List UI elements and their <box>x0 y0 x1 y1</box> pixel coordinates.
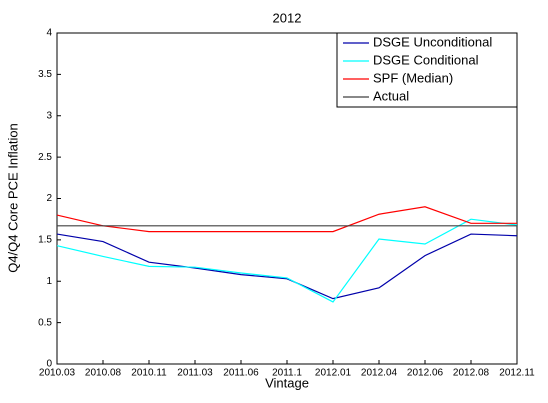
x-tick-label: 2010.11 <box>131 368 167 379</box>
y-tick-label: 0.5 <box>38 317 52 328</box>
series-line <box>56 233 518 300</box>
y-tick-label: 2 <box>46 193 52 204</box>
x-axis-label: Vintage <box>265 375 309 390</box>
legend-label: Actual <box>373 88 409 103</box>
legend-label: DSGE Conditional <box>373 52 479 67</box>
x-tick-label: 2012.01 <box>315 368 352 379</box>
y-tick-label: 1 <box>46 276 52 287</box>
chart-title: 2012 <box>273 10 302 25</box>
legend-label: SPF (Median) <box>373 70 453 85</box>
x-tick-label: 2012.04 <box>361 368 398 379</box>
x-tick-label: 2011.1 <box>272 368 302 379</box>
y-tick-label: 3.5 <box>38 69 52 80</box>
legend-label: DSGE Unconditional <box>373 34 492 49</box>
series-line <box>56 206 517 233</box>
x-tick-label: 2012.08 <box>453 368 490 379</box>
series-line <box>56 218 518 303</box>
x-tick-label: 2012.11 <box>499 368 535 379</box>
y-tick-label: 4 <box>46 28 52 39</box>
y-tick-label: 1.5 <box>38 235 52 246</box>
x-tick-label: 2011.03 <box>177 368 213 379</box>
y-tick-label: 2.5 <box>38 152 52 163</box>
x-tick-label: 2012.06 <box>407 368 444 379</box>
x-tick-label: 2010.08 <box>85 368 122 379</box>
legend-box <box>336 32 518 108</box>
x-tick-label: 2011.06 <box>223 368 259 379</box>
x-tick-label: 2010.03 <box>39 368 76 379</box>
y-axis-label: Q4/Q4 Core PCE Inflation <box>5 123 20 273</box>
y-tick-label: 0 <box>46 359 52 370</box>
y-tick-label: 3 <box>46 110 52 121</box>
